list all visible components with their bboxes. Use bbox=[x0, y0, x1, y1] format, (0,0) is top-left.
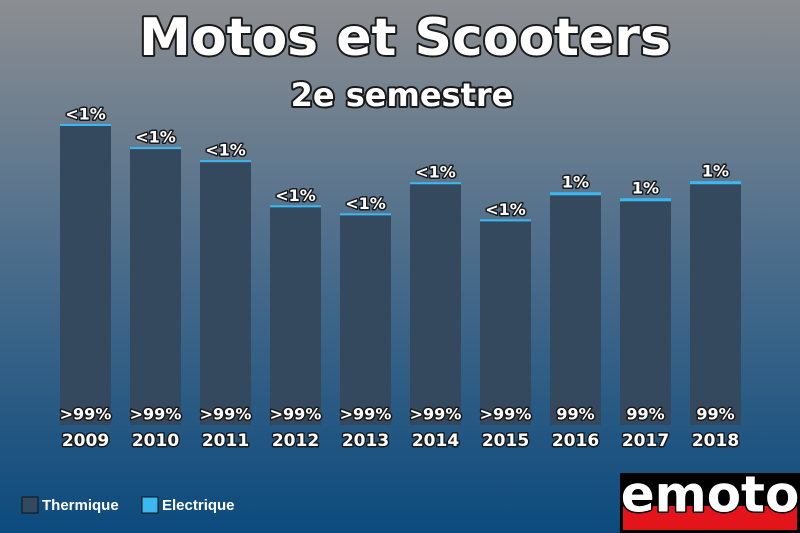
value-label: >99% bbox=[60, 405, 112, 424]
value-label: <1% bbox=[275, 186, 316, 205]
value-label: <1% bbox=[65, 105, 106, 124]
legend-label: Thermique bbox=[42, 497, 119, 514]
x-tick-label: 2010 bbox=[132, 431, 179, 451]
bar-segment bbox=[60, 126, 111, 426]
x-tick-label: 2011 bbox=[202, 431, 249, 451]
value-label: >99% bbox=[270, 405, 322, 424]
x-tick-label: 2013 bbox=[342, 431, 389, 451]
value-label: <1% bbox=[135, 128, 176, 147]
x-tick-label: 2015 bbox=[482, 431, 529, 451]
value-label: 99% bbox=[626, 405, 664, 424]
x-tick-label: 2012 bbox=[272, 431, 319, 451]
x-tick-label: 2014 bbox=[412, 431, 459, 451]
value-label: 99% bbox=[556, 405, 594, 424]
bar-segment bbox=[340, 213, 391, 216]
value-label: >99% bbox=[480, 405, 532, 424]
logo-band bbox=[623, 506, 797, 530]
bar-segment bbox=[410, 182, 461, 185]
chart-subtitle: 2e semestre bbox=[291, 76, 514, 114]
bar-segment bbox=[200, 160, 251, 163]
bar-segment bbox=[270, 205, 321, 208]
x-tick-label: 2017 bbox=[622, 431, 669, 451]
value-label: 99% bbox=[696, 405, 734, 424]
value-label: 1% bbox=[702, 162, 729, 181]
chart-title: Motos et Scooters bbox=[139, 8, 671, 68]
bar-segment bbox=[130, 147, 181, 150]
logo: emoto bbox=[619, 464, 800, 533]
value-label: 1% bbox=[632, 179, 659, 198]
bar-segment bbox=[550, 192, 601, 196]
bar-segment bbox=[340, 215, 391, 425]
legend-swatch bbox=[141, 496, 159, 514]
bar-segment bbox=[200, 162, 251, 426]
value-label: >99% bbox=[200, 405, 252, 424]
value-label: >99% bbox=[340, 405, 392, 424]
value-label: >99% bbox=[130, 405, 182, 424]
bar-segment bbox=[480, 219, 531, 222]
bar-segment bbox=[550, 195, 601, 425]
bar-segment bbox=[620, 198, 671, 202]
bar-segment bbox=[480, 221, 531, 425]
value-label: <1% bbox=[415, 163, 456, 182]
legend-label: Electrique bbox=[162, 497, 235, 514]
x-tick-label: 2009 bbox=[62, 431, 109, 451]
value-label: <1% bbox=[485, 200, 526, 219]
bar-segment bbox=[270, 207, 321, 425]
value-label: >99% bbox=[410, 405, 462, 424]
bar-segment bbox=[130, 149, 181, 426]
logo-text: emoto bbox=[621, 466, 800, 524]
x-tick-label: 2018 bbox=[692, 431, 739, 451]
bar-segment bbox=[690, 181, 741, 185]
bar-segment bbox=[620, 201, 671, 425]
bar-segment bbox=[690, 184, 741, 425]
value-label: <1% bbox=[205, 141, 246, 160]
value-label: 1% bbox=[562, 173, 589, 192]
bar-segment bbox=[410, 184, 461, 425]
bar-segment bbox=[60, 124, 111, 127]
legend-swatch bbox=[21, 496, 39, 514]
value-label: <1% bbox=[345, 194, 386, 213]
x-tick-label: 2016 bbox=[552, 431, 599, 451]
